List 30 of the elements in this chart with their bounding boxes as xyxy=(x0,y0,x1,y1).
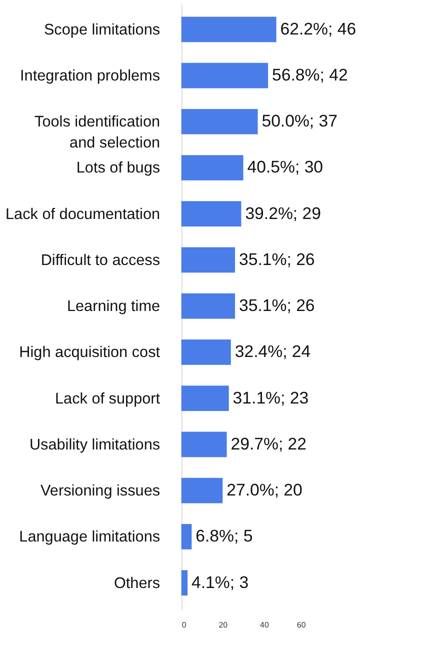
y-tick-label: High acquisition cost xyxy=(19,344,161,362)
x-tick-label: 40 xyxy=(260,620,270,630)
data-label: 39.2%; 29 xyxy=(245,204,321,223)
y-tick-label: Tools identification and selection xyxy=(34,114,160,152)
y-tick-label: Scope limitations xyxy=(44,21,160,38)
y-tick-label: Usability limitations xyxy=(29,436,160,454)
x-tick-label: 60 xyxy=(296,620,306,630)
data-label: 27.0%; 20 xyxy=(226,480,302,500)
y-tick-label: Learning time xyxy=(66,298,160,316)
data-label: 50.0%; 37 xyxy=(262,112,338,131)
data-label: 35.1%; 26 xyxy=(239,250,315,269)
y-tick-label: Others xyxy=(114,574,160,592)
y-tick-label: Versioning issues xyxy=(40,482,160,500)
data-label: 32.4%; 24 xyxy=(234,342,311,362)
data-label: 35.1%; 26 xyxy=(239,296,315,316)
data-label: 40.5%; 30 xyxy=(247,158,324,177)
data-label: 56.8%; 42 xyxy=(272,65,348,84)
y-tick-label: Integration problems xyxy=(20,67,160,84)
x-tick-label: 0 xyxy=(182,620,187,630)
x-tick-label: 20 xyxy=(218,620,228,630)
y-tick-label: Lots of bugs xyxy=(76,160,160,177)
data-label: 4.1%; 3 xyxy=(192,572,249,592)
y-tick-label: Language limitations xyxy=(19,528,160,546)
y-tick-label: Lack of support xyxy=(55,390,161,408)
data-label: 31.1%; 23 xyxy=(232,388,309,408)
y-tick-label: Lack of documentation xyxy=(6,206,160,223)
y-tick-label: Difficult to access xyxy=(40,252,160,269)
data-label: 6.8%; 5 xyxy=(196,526,253,546)
data-label: 62.2%; 46 xyxy=(280,19,356,38)
data-label: 29.7%; 22 xyxy=(230,434,307,454)
